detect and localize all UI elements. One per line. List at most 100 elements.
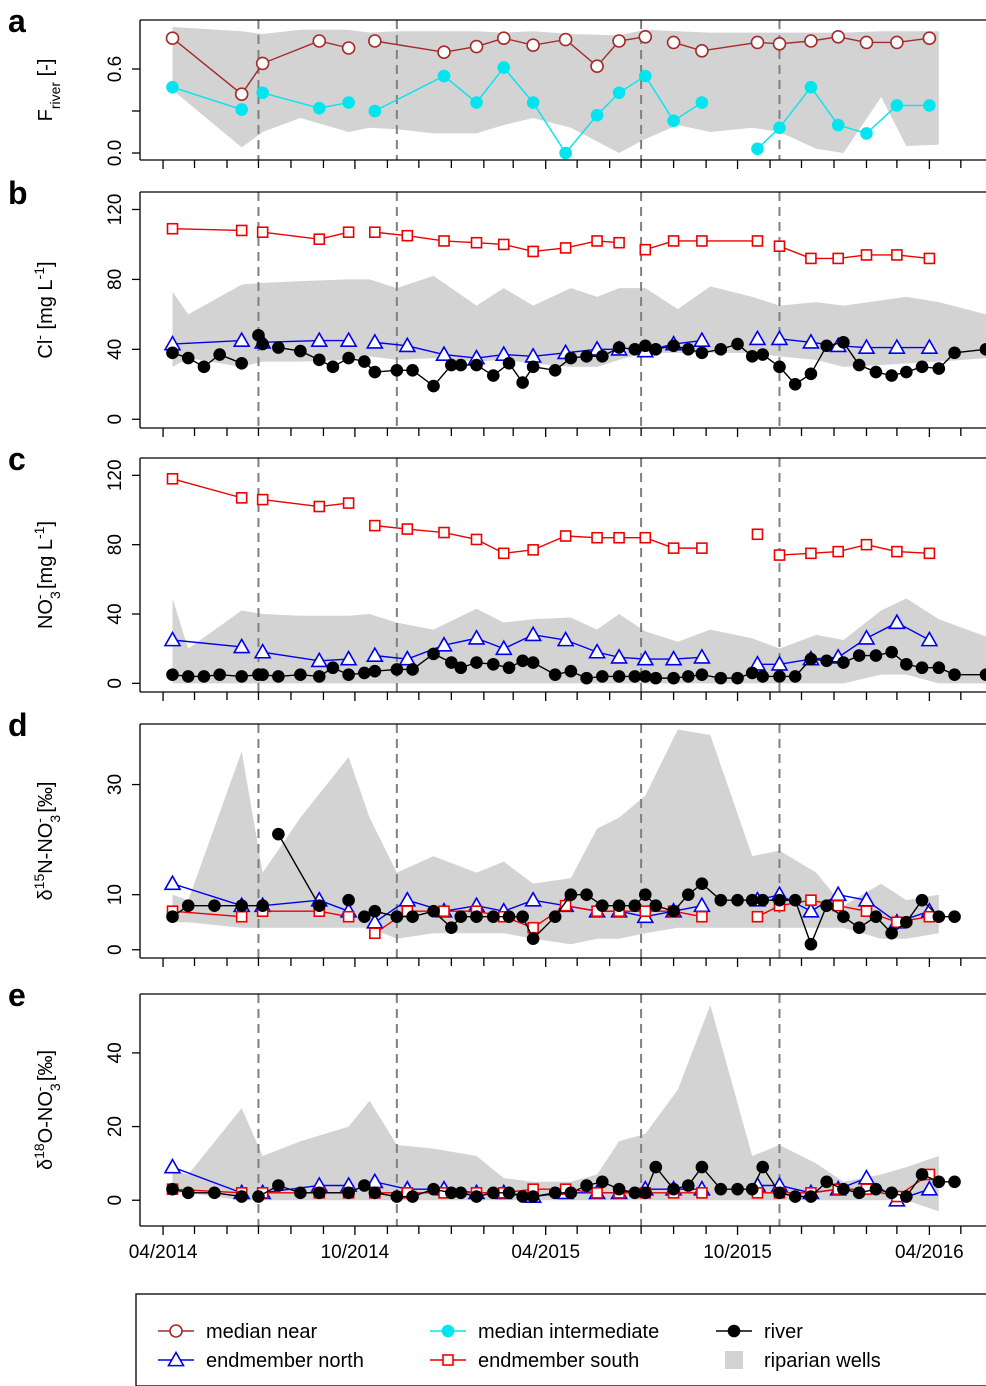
point-river (714, 893, 728, 907)
point-river (312, 1186, 326, 1200)
legend-item-intermediate: median intermediate (430, 1321, 659, 1343)
point-north (588, 643, 606, 659)
point-river (526, 1190, 540, 1203)
riparian-wells-band (172, 27, 939, 153)
y-tick-label: 120 (105, 194, 126, 226)
point-south (832, 899, 844, 912)
point-river (745, 666, 759, 680)
point-south (891, 249, 903, 261)
point-south (313, 233, 326, 245)
point-near (772, 36, 787, 51)
point-river (564, 351, 578, 365)
point-intermediate (312, 101, 326, 115)
point-river (852, 358, 866, 372)
point-river (358, 910, 371, 924)
point-south (256, 493, 269, 506)
point-river (915, 1168, 929, 1181)
series-line-south (172, 910, 242, 918)
series-line-north (172, 339, 242, 345)
y-tick-label: 80 (105, 269, 126, 290)
point-near (750, 35, 765, 50)
point-north (920, 338, 939, 355)
series-line-river (277, 833, 320, 907)
point-river (312, 353, 326, 367)
point-south (369, 226, 381, 239)
point-river (714, 671, 728, 685)
point-river (454, 1186, 468, 1200)
point-south (639, 243, 652, 256)
point-river (580, 888, 593, 901)
point-river (837, 1182, 850, 1196)
point-river (649, 343, 663, 356)
point-river (804, 937, 818, 951)
point-south (667, 235, 680, 247)
panel-letter: e (8, 977, 26, 1013)
point-south (860, 538, 873, 551)
point-river (731, 671, 744, 685)
point-north (770, 655, 789, 671)
point-south (860, 905, 873, 918)
point-river (516, 376, 529, 389)
point-river (788, 1190, 802, 1203)
point-river (915, 893, 929, 907)
point-river (427, 379, 440, 393)
point-river (166, 668, 179, 681)
point-river (681, 670, 695, 683)
point-intermediate (638, 69, 652, 83)
point-intermediate (612, 86, 626, 100)
point-river (486, 1186, 500, 1200)
point-river (932, 910, 946, 924)
point-river (804, 652, 818, 666)
point-south (696, 235, 708, 247)
point-intermediate (773, 121, 786, 135)
point-river (788, 670, 802, 683)
point-river (406, 1190, 419, 1203)
point-river (197, 670, 211, 683)
point-south (438, 235, 450, 247)
point-north (524, 891, 543, 907)
point-river (526, 932, 540, 946)
point-river (406, 910, 419, 924)
point-river (649, 899, 663, 912)
legend-marker (727, 1324, 741, 1338)
point-river (695, 877, 709, 890)
y-tick-label: 10 (105, 884, 126, 905)
point-north (232, 331, 251, 348)
series-line-north (172, 1166, 242, 1194)
point-river (342, 668, 355, 681)
point-intermediate (751, 142, 764, 156)
point-river (745, 1182, 759, 1196)
y-tick-label: 0 (105, 944, 126, 955)
point-north (888, 613, 906, 630)
point-river (235, 1190, 248, 1203)
point-river (294, 344, 307, 358)
y-axis-label: Cl- [mg L-1] (31, 261, 57, 358)
point-north (467, 629, 486, 645)
point-south (591, 531, 603, 544)
series-line-river (172, 1188, 242, 1198)
point-river (788, 377, 802, 391)
point-river (788, 893, 802, 907)
point-north (770, 329, 789, 346)
point-north (888, 338, 906, 355)
point-river (181, 670, 195, 683)
point-north (163, 1157, 182, 1174)
point-south (559, 899, 572, 912)
legend-item-near: median near (158, 1321, 318, 1343)
point-river (208, 899, 221, 912)
point-near (437, 45, 451, 60)
legend: median near median intermediate river endme… (135, 1293, 986, 1386)
point-near (234, 87, 249, 101)
point-river (756, 1160, 770, 1174)
point-river (885, 926, 898, 940)
point-river (869, 1182, 883, 1196)
panel-d: 0 10 30 d δ15N-NO3- [‰] (8, 707, 986, 967)
point-south (342, 497, 355, 509)
point-river (208, 1186, 221, 1200)
point-river (915, 661, 929, 675)
plot-area (163, 192, 986, 428)
point-river (731, 337, 744, 351)
point-river (756, 893, 770, 907)
point-river (612, 1182, 626, 1196)
series-river (166, 645, 986, 685)
